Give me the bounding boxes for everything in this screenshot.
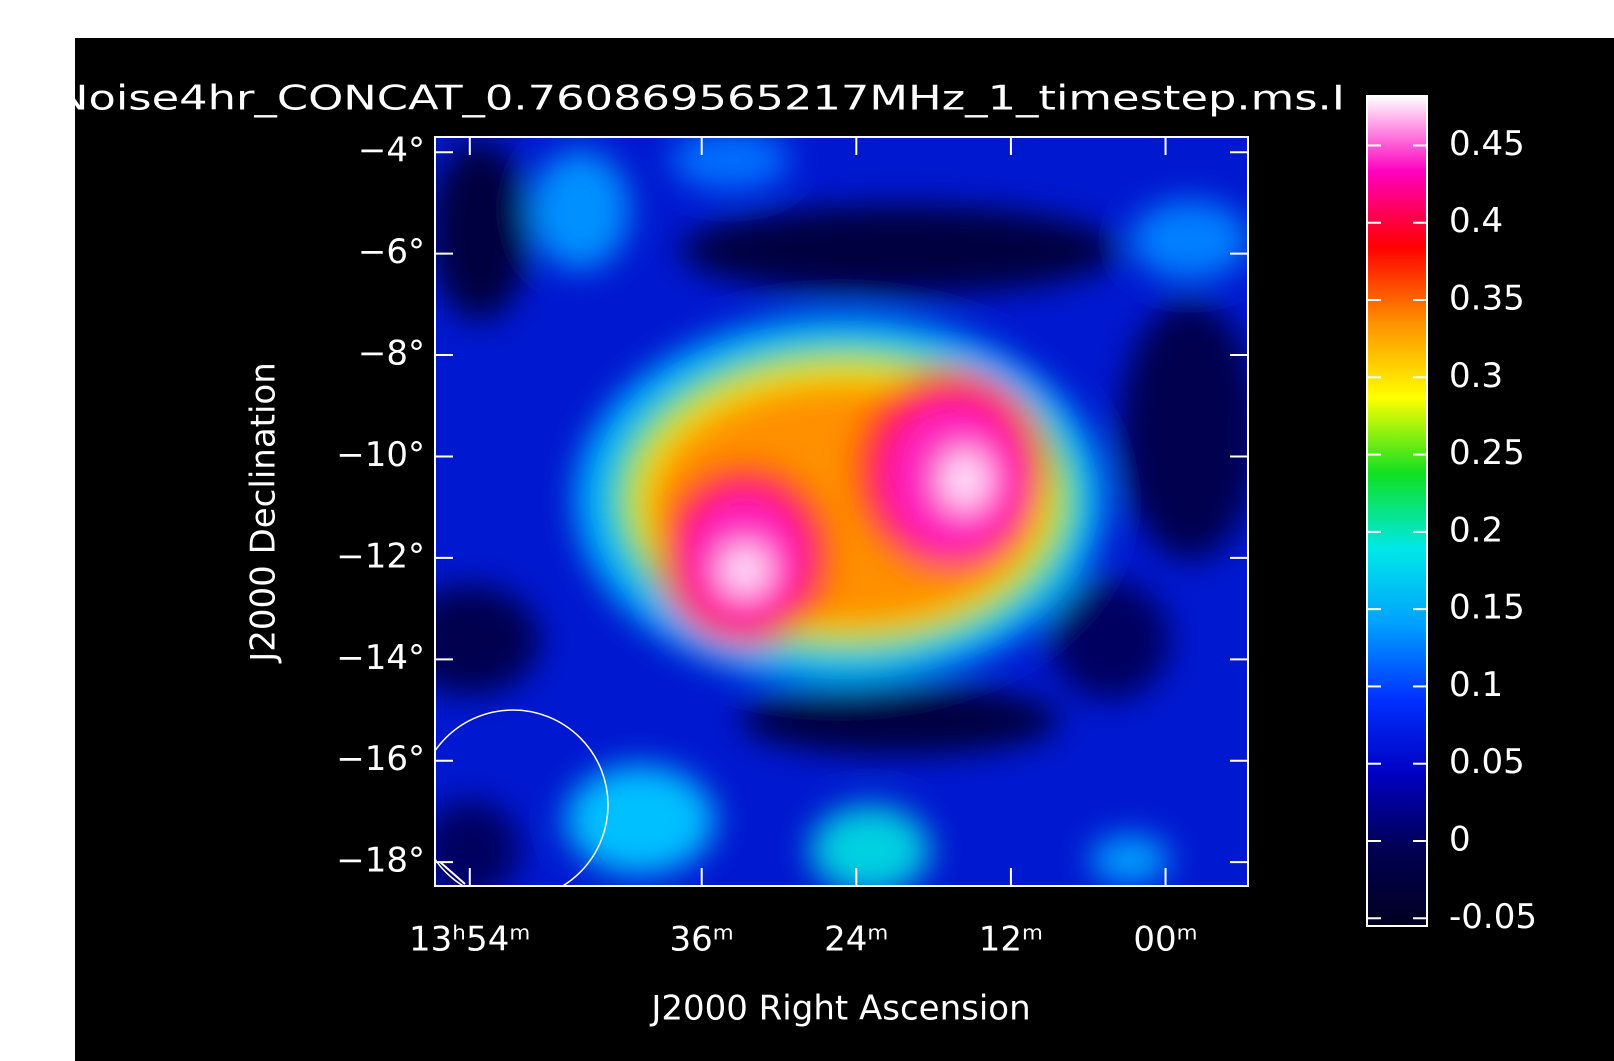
y-tick-label: −6° <box>358 232 425 272</box>
colorbar-tick-label: 0 <box>1449 819 1471 859</box>
colorbar-tick-label: -0.05 <box>1449 897 1537 937</box>
chart: Noise4hr_CONCAT_0.760869565217MHz_1_time… <box>0 0 1614 1061</box>
colorbar-tick-label: 0.45 <box>1449 124 1525 164</box>
chart-title: Noise4hr_CONCAT_0.760869565217MHz_1_time… <box>55 79 1345 119</box>
x-tick-label: 12ᵐ <box>979 920 1043 960</box>
colorbar-tick-label: 0.15 <box>1449 588 1525 628</box>
colorbar-tick-label: 0.05 <box>1449 742 1525 782</box>
colorbar-tick-label: 0.3 <box>1449 356 1503 396</box>
x-tick-label: 00ᵐ <box>1133 920 1197 960</box>
colorbar <box>1367 96 1427 926</box>
y-tick-label: −12° <box>336 536 425 576</box>
y-tick-label: −8° <box>358 334 425 374</box>
x-axis-label: J2000 Right Ascension <box>649 989 1030 1029</box>
colorbar-tick-label: 0.1 <box>1449 665 1503 705</box>
x-tick-label: 36ᵐ <box>669 920 733 960</box>
colorbar-tick-label: 0.35 <box>1449 279 1525 319</box>
x-tick-label: 13ʰ54ᵐ <box>409 920 530 960</box>
y-tick-label: −14° <box>336 638 425 678</box>
page: Noise4hr_CONCAT_0.760869565217MHz_1_time… <box>0 0 1614 1061</box>
y-tick-label: −10° <box>336 435 425 475</box>
y-tick-label: −4° <box>358 131 425 171</box>
y-tick-label: −18° <box>336 841 425 881</box>
y-tick-label: −16° <box>336 739 425 779</box>
colorbar-tick-label: 0.2 <box>1449 510 1503 550</box>
y-axis-label: J2000 Declination <box>244 362 284 664</box>
x-tick-label: 24ᵐ <box>824 920 888 960</box>
colorbar-tick-label: 0.25 <box>1449 433 1525 473</box>
colorbar-tick-label: 0.4 <box>1449 201 1503 241</box>
sky-image <box>400 130 1260 900</box>
